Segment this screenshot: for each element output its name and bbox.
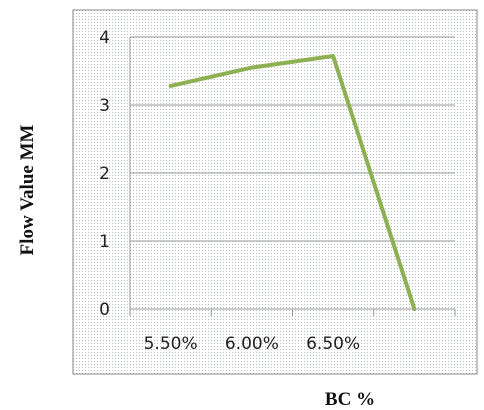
x-axis-title: BC % [325,389,375,410]
x-tick-label: 6.00% [225,334,279,354]
y-tick-label: 1 [99,232,110,252]
x-tick-label: 6.50% [306,334,360,354]
chart-area-background [72,9,478,375]
y-tick-label: 3 [99,96,110,116]
y-axis-title: Flow Value MM [17,124,38,255]
y-tick-label: 4 [99,28,110,48]
series-line [168,54,417,311]
x-tick-label: 5.50% [144,334,198,354]
y-tick-label: 2 [99,164,110,184]
y-tick-label: 0 [99,300,110,320]
